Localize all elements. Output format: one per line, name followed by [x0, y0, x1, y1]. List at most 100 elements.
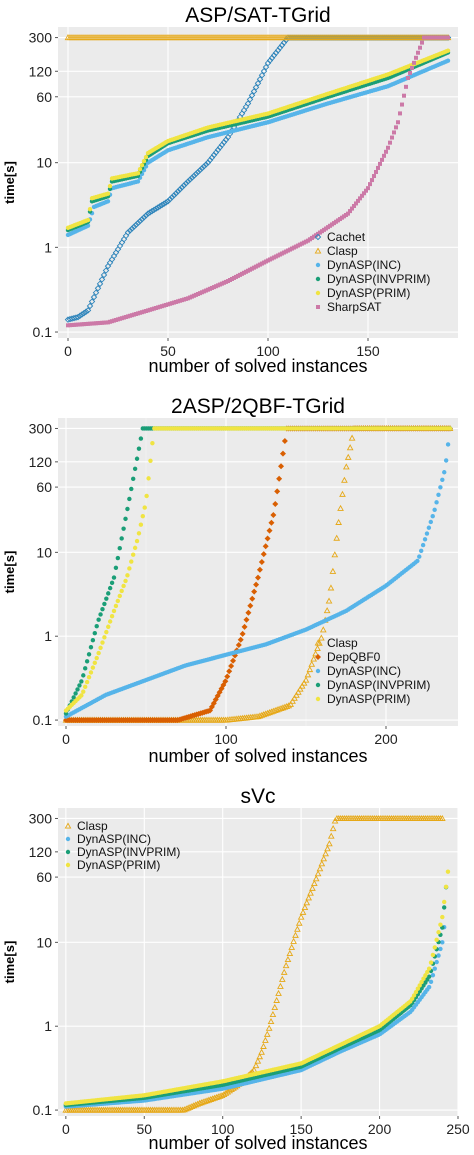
data-point-cachet [90, 293, 98, 301]
data-point-sharpsat [396, 120, 400, 125]
data-point-dynasp-prim [423, 973, 428, 978]
data-point-depqbf0 [274, 488, 281, 495]
data-point-dynasp-prim [409, 996, 415, 1001]
x-axis-label: number of solved instances [148, 356, 367, 376]
data-point-cachet [220, 139, 228, 146]
data-point-dynasp-inc [424, 531, 430, 536]
data-point-dynasp-prim [127, 566, 132, 571]
data-point-dynasp-prim [98, 645, 103, 651]
x-tick-label: 150 [289, 1121, 313, 1137]
y-tick-label: 120 [29, 63, 53, 79]
data-point-clasp [317, 634, 325, 641]
data-point-clasp [285, 702, 293, 709]
data-point-cachet [170, 192, 178, 199]
data-point-dynasp-prim [87, 206, 93, 212]
legend-key-clasp [314, 639, 322, 646]
data-point-dynasp-prim [111, 608, 117, 614]
data-point-dynasp-prim [117, 593, 122, 599]
data-point-clasp [277, 982, 284, 989]
data-point-clasp [320, 855, 328, 862]
data-point-clasp [314, 644, 321, 652]
data-point-cachet [208, 154, 216, 161]
data-point-dynasp-invprim [441, 905, 447, 910]
data-point-sharpsat [408, 70, 412, 75]
data-point-dynasp-prim [415, 986, 421, 991]
data-point-dynasp-invprim [125, 506, 130, 512]
legend: ClaspDepQBF0DynASP(INC)DynASP(INVPRIM)Dy… [314, 636, 430, 706]
data-point-cachet [144, 210, 152, 217]
data-point-cachet [160, 200, 168, 207]
data-point-clasp [326, 840, 333, 847]
data-point-dynasp-inc [440, 940, 445, 945]
data-point-cachet [210, 151, 218, 159]
data-point-clasp [348, 434, 356, 441]
data-point-clasp [298, 682, 306, 689]
data-point-cachet [88, 298, 96, 305]
data-point-sharpsat [416, 50, 420, 55]
data-point-cachet [164, 198, 172, 205]
data-point-clasp [310, 879, 318, 887]
data-point-dynasp-invprim [88, 645, 94, 650]
x-tick-label: 0 [62, 1121, 70, 1137]
legend-key-dynasp-prim [315, 290, 321, 296]
data-point-sharpsat [374, 169, 378, 174]
data-point-dynasp-inc [436, 953, 441, 958]
data-point-dynasp-inc [428, 979, 434, 985]
data-point-depqbf0 [278, 463, 285, 470]
data-point-sharpsat [346, 211, 350, 216]
data-point-dynasp-prim [135, 171, 141, 176]
data-point-cachet [190, 172, 198, 180]
data-point-depqbf0 [247, 602, 254, 609]
data-point-sharpsat [354, 201, 358, 206]
data-point-cachet [140, 214, 148, 221]
data-point-dynasp-prim [84, 679, 90, 685]
data-point-dynasp-prim [115, 598, 121, 604]
y-tick-label: 0.1 [33, 1102, 53, 1118]
data-point-cachet [96, 280, 104, 288]
data-point-sharpsat [394, 125, 398, 130]
chart-title: ASP/SAT-TGrid [185, 4, 330, 27]
data-point-cachet [248, 92, 256, 99]
data-point-dynasp-invprim [71, 695, 76, 700]
data-point-dynasp-prim [436, 930, 441, 935]
legend: CachetClaspDynASP(INC)DynASP(INVPRIM)Dyn… [314, 230, 430, 314]
data-point-depqbf0 [253, 581, 260, 588]
data-point-dynasp-prim [419, 979, 424, 985]
data-point-cachet [188, 174, 196, 181]
data-point-clasp [295, 919, 303, 926]
data-point-cachet [262, 63, 270, 71]
data-point-dynasp-prim [139, 162, 145, 168]
y-tick-label: 0.1 [33, 324, 53, 340]
legend-label-clasp: Clasp [327, 244, 358, 258]
data-point-sharpsat [370, 178, 374, 183]
data-point-clasp [293, 691, 300, 698]
data-point-dynasp-inc [426, 525, 432, 530]
data-point-cachet [250, 88, 258, 95]
data-point-clasp [271, 1003, 279, 1010]
data-point-depqbf0 [241, 623, 248, 630]
data-point-cachet [274, 47, 282, 54]
data-point-dynasp-invprim [134, 456, 140, 461]
data-point-dynasp-prim [107, 619, 113, 624]
data-point-cachet [218, 141, 226, 149]
legend-key-dynasp-inc [315, 668, 321, 674]
data-point-clasp [344, 453, 352, 460]
y-tick-label: 300 [29, 420, 53, 436]
legend-key-depqbf0 [315, 654, 321, 660]
data-point-clasp [291, 694, 298, 701]
legend-key-dynasp-inc [315, 262, 321, 268]
legend-key-dynasp-invprim [315, 682, 321, 688]
y-axis-label: time[s] [2, 161, 17, 204]
data-point-dynasp-prim [109, 614, 115, 619]
data-point-cachet [278, 41, 286, 49]
data-point-clasp [346, 444, 354, 451]
data-point-dynasp-prim [143, 154, 149, 160]
x-tick-label: 150 [356, 343, 380, 359]
chart-title: sVc [240, 785, 275, 808]
data-point-depqbf0 [243, 616, 250, 623]
data-point-sharpsat [366, 186, 370, 191]
data-point-cachet [138, 216, 146, 223]
data-point-dynasp-prim [79, 693, 84, 698]
data-point-dynasp-invprim [138, 436, 144, 441]
data-point-dynasp-invprim [96, 617, 101, 622]
